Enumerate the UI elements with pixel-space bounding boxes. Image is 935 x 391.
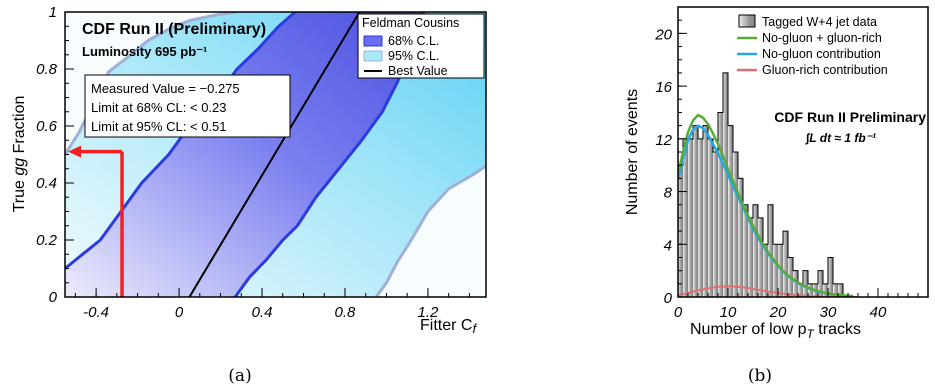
hist-bar [703,125,708,297]
panel-b: 0 10 20 30 40 0 4 8 12 16 20 Tagged W+4 jet data N… [624,6,929,386]
hist-bar [693,125,698,297]
lumi-b: ∫L dt ≈ 1 fb⁻¹ [805,131,876,145]
hist-bar [748,217,753,297]
legend-a-title: Feldman Cousins [362,16,459,30]
histogram-bars [678,72,843,297]
legend-label-data: Tagged W+4 jet data [762,15,877,29]
hist-bar [768,204,773,297]
x-tick-label-b: 10 [720,304,737,321]
hist-bar [823,283,828,297]
legend-label-gluon: Gluon-rich contribution [762,63,888,77]
x-tick-label-b: 30 [820,304,837,321]
legend-label-nogluon: No-gluon contribution [762,47,881,61]
xlabel-a: Fitter Cf [420,317,477,336]
title-a: CDF Run II (Preliminary) [82,21,266,38]
hist-bar [808,283,813,297]
x-tick-label-a: 1.2 [418,304,440,321]
y-tick-label-a: 0 [49,289,58,306]
hist-bar [733,152,738,297]
y-tick-label-a: 0.2 [36,232,58,249]
ylabel-a: True gg Fraction [11,96,28,213]
ticks-b: 0 10 20 30 40 0 4 8 12 16 20 [654,19,919,321]
hist-bar [713,152,718,297]
ylabel-b: Number of events [624,89,641,215]
y-tick-label-b: 8 [664,185,673,202]
y-tick-label-b: 16 [655,79,672,96]
hist-bar [698,138,703,297]
hist-bar [718,112,723,297]
hist-bar [683,138,688,297]
hist-bar [778,244,783,297]
hist-bar [798,283,803,297]
hist-bar [688,138,693,297]
legend-swatch-95 [363,50,383,62]
hist-bar [773,244,778,297]
hist-bar [763,244,768,297]
title-b: CDF Run II Preliminary [774,109,926,125]
info-limit-68: Limit at 68% CL: < 0.23 [91,100,227,115]
y-tick-label-b: 20 [654,26,672,43]
x-tick-label-b: 0 [674,304,683,321]
legend-swatch-data [738,14,756,28]
band-95-right-edge [374,164,486,297]
hist-bar [723,72,728,297]
info-measured: Measured Value = −0.275 [91,81,240,96]
curve-total [678,113,854,297]
hist-bar [833,283,838,297]
subtitle-a: Luminosity 695 pb⁻¹ [82,44,207,59]
hist-bar [708,138,713,297]
hist-bar [818,270,823,297]
x-tick-label-b: 40 [870,304,887,321]
legend-label-68: 68% C.L. [388,34,439,48]
x-tick-label-a: -0.4 [83,304,109,321]
hist-bar [743,204,748,297]
hist-bar [738,178,743,297]
ticks-a: -0.4 0 0.4 0.8 1.2 0 0.2 0.4 0.6 0.8 1 [36,4,470,321]
y-tick-label-a: 0.4 [36,175,57,192]
hist-bar [803,270,808,297]
y-tick-label-b: 4 [664,237,672,254]
x-tick-label-a: 0 [175,304,184,321]
band-68 [65,12,424,297]
info-limit-95: Limit at 95% CL: < 0.51 [91,119,227,134]
hist-bar [758,217,763,297]
hist-bar [753,204,758,297]
hist-bar [728,125,733,297]
info-box [84,74,291,138]
legend-swatch-68 [363,35,383,47]
legend-label-best: Best Value [388,64,448,78]
legend-label-total: No-gluon + gluon-rich [762,31,882,45]
legend-label-95: 95% C.L. [388,49,439,63]
hist-bar [828,257,833,297]
hist-bar [783,231,788,297]
panel-label-b: (b) [748,366,772,386]
hist-bar [838,283,843,297]
y-tick-label-a: 1 [49,4,57,21]
y-tick-label-a: 0.8 [36,61,58,78]
y-tick-label-b: 12 [655,132,672,149]
best-value-line [188,12,361,297]
x-tick-label-b: 20 [769,304,787,321]
panel-a: -0.4 0 0.4 0.8 1.2 0 0.2 0.4 0.6 0.8 1 CDF Run II … [11,4,487,386]
y-tick-label-b: 0 [664,290,673,307]
arrow-head [68,145,81,158]
hist-bar [793,270,798,297]
x-tick-label-a: 0.8 [335,304,357,321]
y-tick-label-a: 0.6 [36,118,58,135]
panel-label-a: (a) [228,366,251,386]
xlabel-b: Number of low pT tracks [690,321,861,341]
x-tick-label-a: 0.4 [252,304,273,321]
